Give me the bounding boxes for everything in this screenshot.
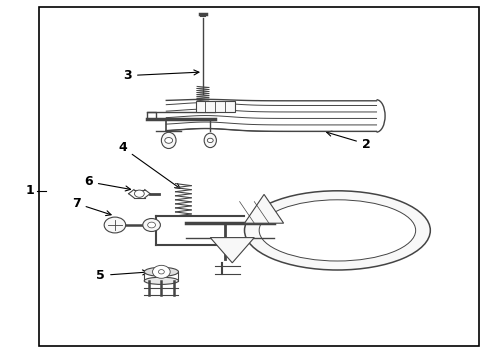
- Polygon shape: [244, 194, 283, 223]
- Circle shape: [158, 270, 164, 274]
- Bar: [195, 101, 234, 112]
- Circle shape: [164, 138, 172, 143]
- Circle shape: [152, 265, 170, 278]
- Circle shape: [142, 219, 160, 231]
- Text: 1: 1: [26, 184, 35, 197]
- Ellipse shape: [144, 267, 178, 276]
- Text: 4: 4: [118, 141, 180, 189]
- Text: 2: 2: [326, 131, 370, 150]
- Circle shape: [147, 222, 155, 228]
- Polygon shape: [210, 238, 254, 263]
- Circle shape: [207, 138, 213, 143]
- Circle shape: [134, 190, 144, 197]
- Text: 6: 6: [84, 175, 130, 191]
- Ellipse shape: [244, 191, 429, 270]
- Ellipse shape: [144, 277, 178, 284]
- Text: 7: 7: [72, 197, 111, 216]
- Circle shape: [104, 217, 125, 233]
- Ellipse shape: [161, 132, 176, 148]
- Text: 5: 5: [96, 269, 147, 282]
- Text: 3: 3: [123, 69, 199, 82]
- Ellipse shape: [259, 200, 415, 261]
- Ellipse shape: [204, 133, 216, 148]
